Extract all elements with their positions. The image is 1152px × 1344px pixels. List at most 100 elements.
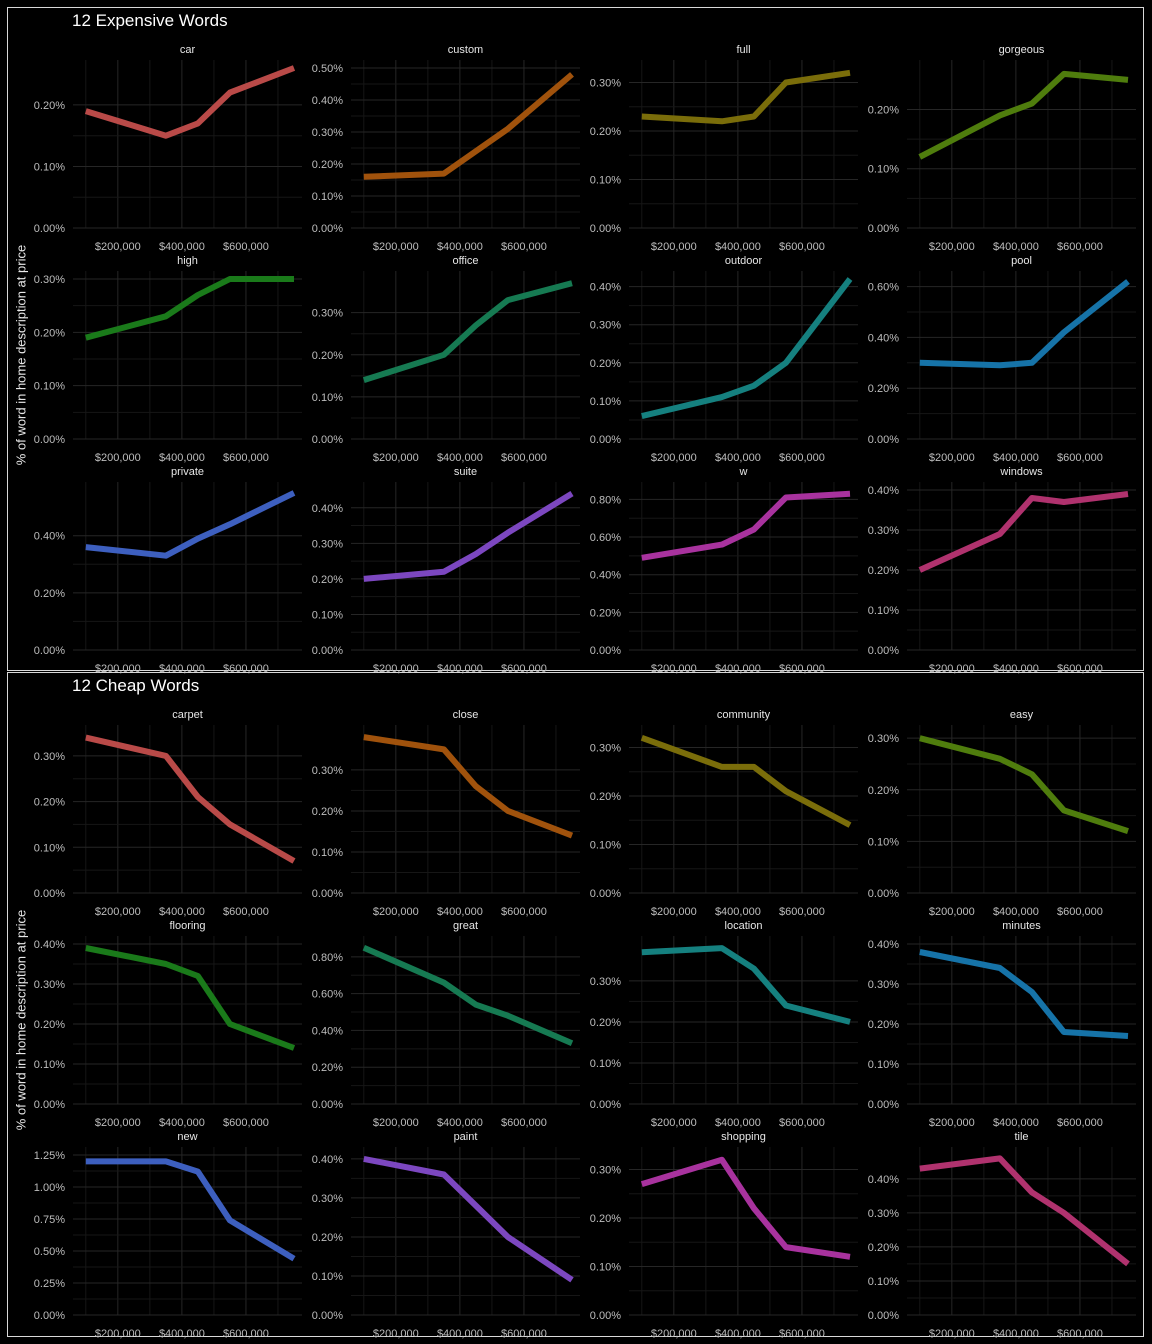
x-tick-label: $600,000 — [779, 452, 825, 464]
facet-title-car: car — [180, 44, 196, 56]
y-tick-label: 0.40% — [590, 282, 621, 294]
y-tick-label: 0.40% — [312, 503, 343, 515]
facet-title-paint: paint — [454, 1131, 478, 1143]
x-tick-label: $200,000 — [95, 1117, 141, 1129]
facet-title-community: community — [717, 709, 771, 721]
x-tick-label: $400,000 — [159, 241, 205, 253]
x-tick-label: $400,000 — [437, 241, 483, 253]
y-tick-label: 1.25% — [34, 1150, 65, 1162]
expensive-series-line-private — [85, 490, 296, 559]
expensive-series-line-car — [84, 65, 296, 139]
y-tick-label: 0.20% — [590, 791, 621, 803]
x-tick-label: $400,000 — [437, 452, 483, 464]
x-tick-label: $600,000 — [779, 906, 825, 918]
y-tick-label: 0.10% — [868, 836, 899, 848]
x-tick-label: $600,000 — [501, 906, 547, 918]
expensive-series-line-windows — [918, 491, 1129, 573]
x-tick-label: $200,000 — [373, 906, 419, 918]
y-tick-label: 0.75% — [34, 1214, 65, 1226]
x-tick-label: $200,000 — [651, 241, 697, 253]
x-tick-label: $200,000 — [929, 906, 975, 918]
cheap-series-line-community — [640, 734, 852, 828]
facet-title-easy: easy — [1010, 709, 1034, 721]
cheap-series-line-flooring — [85, 945, 296, 1051]
facet-title-close: close — [453, 709, 479, 721]
x-tick-label: $200,000 — [373, 1117, 419, 1129]
y-tick-label: 0.20% — [34, 797, 65, 809]
y-tick-label: 0.40% — [868, 1174, 899, 1186]
y-tick-label: 0.20% — [34, 588, 65, 600]
y-tick-label: 0.00% — [868, 223, 899, 235]
y-tick-label: 0.40% — [312, 95, 343, 107]
x-tick-label: $600,000 — [223, 1328, 269, 1340]
y-tick-label: 0.30% — [312, 1193, 343, 1205]
y-tick-label: 0.20% — [868, 383, 899, 395]
cheap-series-line-shopping — [640, 1156, 851, 1260]
expensive-series-line-suite — [363, 491, 574, 582]
x-tick-label: $600,000 — [779, 663, 825, 675]
y-tick-label: 0.20% — [868, 104, 899, 116]
y-tick-label: 0.20% — [590, 607, 621, 619]
y-tick-label: 0.20% — [868, 785, 899, 797]
facet-title-w: w — [739, 466, 748, 478]
x-tick-label: $200,000 — [651, 906, 697, 918]
y-tick-label: 0.60% — [590, 532, 621, 544]
x-tick-label: $600,000 — [1057, 241, 1103, 253]
x-tick-label: $600,000 — [1057, 452, 1103, 464]
y-tick-label: 0.10% — [312, 191, 343, 203]
cheap-words-panel — [7, 672, 1144, 1337]
y-tick-label: 0.40% — [312, 1154, 343, 1166]
x-tick-label: $600,000 — [223, 906, 269, 918]
facet-title-location: location — [725, 920, 763, 932]
x-tick-label: $200,000 — [929, 1117, 975, 1129]
y-tick-label: 0.10% — [312, 847, 343, 859]
x-tick-label: $600,000 — [779, 1117, 825, 1129]
x-tick-label: $400,000 — [993, 452, 1039, 464]
y-tick-label: 0.50% — [312, 63, 343, 75]
facet-title-custom: custom — [448, 44, 483, 56]
y-tick-label: 0.00% — [590, 888, 621, 900]
y-tick-label: 0.30% — [590, 743, 621, 755]
x-tick-label: $200,000 — [929, 241, 975, 253]
y-tick-label: 0.30% — [590, 320, 621, 332]
x-tick-label: $400,000 — [993, 1328, 1039, 1340]
expensive-series-line-pool — [919, 279, 1130, 369]
y-tick-label: 0.30% — [868, 733, 899, 745]
y-tick-label: 0.30% — [34, 751, 65, 763]
y-tick-label: 0.10% — [590, 1262, 621, 1274]
y-tick-label: 0.30% — [868, 1208, 899, 1220]
y-tick-label: 0.10% — [34, 161, 65, 173]
y-tick-label: 0.10% — [312, 392, 343, 404]
y-tick-label: 0.10% — [34, 1059, 65, 1071]
facet-title-new: new — [177, 1131, 197, 1143]
x-tick-label: $600,000 — [501, 452, 547, 464]
x-tick-label: $400,000 — [715, 663, 761, 675]
x-tick-label: $200,000 — [929, 663, 975, 675]
x-tick-label: $200,000 — [929, 1328, 975, 1340]
y-tick-label: 0.10% — [590, 1058, 621, 1070]
y-tick-label: 0.30% — [312, 538, 343, 550]
x-tick-label: $200,000 — [651, 452, 697, 464]
expensive-series-line-office — [362, 280, 573, 383]
x-tick-label: $400,000 — [159, 906, 205, 918]
y-tick-label: 0.30% — [590, 976, 621, 988]
x-tick-label: $400,000 — [993, 1117, 1039, 1129]
y-tick-label: 0.30% — [312, 765, 343, 777]
y-tick-label: 0.40% — [868, 332, 899, 344]
x-tick-label: $200,000 — [651, 1328, 697, 1340]
y-tick-label: 0.00% — [312, 645, 343, 657]
y-tick-label: 0.30% — [590, 1165, 621, 1177]
y-tick-label: 0.60% — [868, 282, 899, 294]
facet-title-shopping: shopping — [721, 1131, 766, 1143]
y-tick-label: 0.20% — [312, 350, 343, 362]
x-tick-label: $400,000 — [715, 1328, 761, 1340]
y-tick-label: 0.30% — [312, 308, 343, 320]
y-tick-label: 0.25% — [34, 1278, 65, 1290]
x-tick-label: $200,000 — [373, 663, 419, 675]
y-tick-label: 0.20% — [34, 1019, 65, 1031]
y-tick-label: 0.20% — [590, 126, 621, 138]
y-tick-label: 0.10% — [590, 175, 621, 187]
facet-title-suite: suite — [454, 466, 477, 478]
expensive-words-panel — [7, 7, 1144, 671]
